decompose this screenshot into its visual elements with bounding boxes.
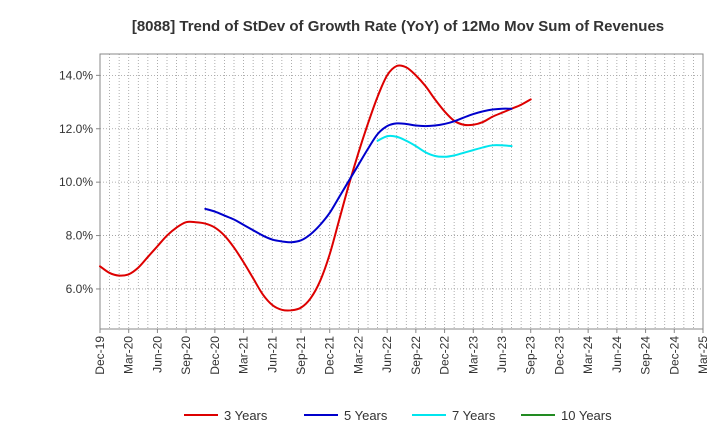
legend-label-7-years: 7 Years [452,408,496,423]
x-tick-label: Jun-22 [380,336,394,373]
x-tick-label: Jun-24 [610,336,624,373]
x-axis: Dec-19 Mar-20 Jun-20 Sep-20 Dec-20 Mar-21 Jun-… [93,329,710,375]
y-tick-label: 14.0% [59,68,93,82]
series-line-7-years [376,134,513,158]
series-layer [99,64,532,312]
legend: 3 Years 5 Years 7 Years 10 Years [184,408,612,423]
x-tick-label: Sep-20 [179,336,193,375]
series-line-3-years [99,64,532,312]
x-tick-label: Sep-22 [409,336,423,375]
x-tick-label: Dec-22 [438,336,452,375]
x-tick-label: Mar-23 [466,336,480,374]
x-tick-label: Dec-21 [323,336,337,375]
plot-frame [99,53,704,330]
x-tick-label: Sep-23 [524,336,538,375]
x-tick-label: Mar-21 [237,336,251,374]
x-tick-label: Jun-21 [265,336,279,373]
x-tick-label: Dec-24 [667,336,681,375]
y-axis: 6.0% 8.0% 10.0% 12.0% 14.0% [59,68,100,296]
x-tick-label: Mar-22 [351,336,365,374]
x-tick-label: Jun-23 [495,336,509,373]
y-tick-label: 8.0% [66,229,94,243]
x-tick-label: Sep-21 [294,336,308,375]
x-tick-label: Sep-24 [639,336,653,375]
x-tick-label: Mar-24 [581,336,595,374]
x-tick-label: Dec-23 [552,336,566,375]
y-tick-label: 6.0% [66,282,94,296]
x-tick-label: Mar-20 [122,336,136,374]
grid-layer [99,54,704,329]
chart-title: [8088] Trend of StDev of Growth Rate (Yo… [132,18,664,35]
series-line-5-years [204,107,513,244]
y-tick-label: 10.0% [59,175,93,189]
legend-label-3-years: 3 Years [224,408,268,423]
legend-label-5-years: 5 Years [344,408,388,423]
y-tick-label: 12.0% [59,122,93,136]
legend-label-10-years: 10 Years [561,408,612,423]
x-tick-label: Dec-19 [93,336,107,375]
x-tick-label: Dec-20 [208,336,222,375]
x-tick-label: Jun-20 [150,336,164,373]
x-tick-label: Mar-25 [696,336,710,374]
